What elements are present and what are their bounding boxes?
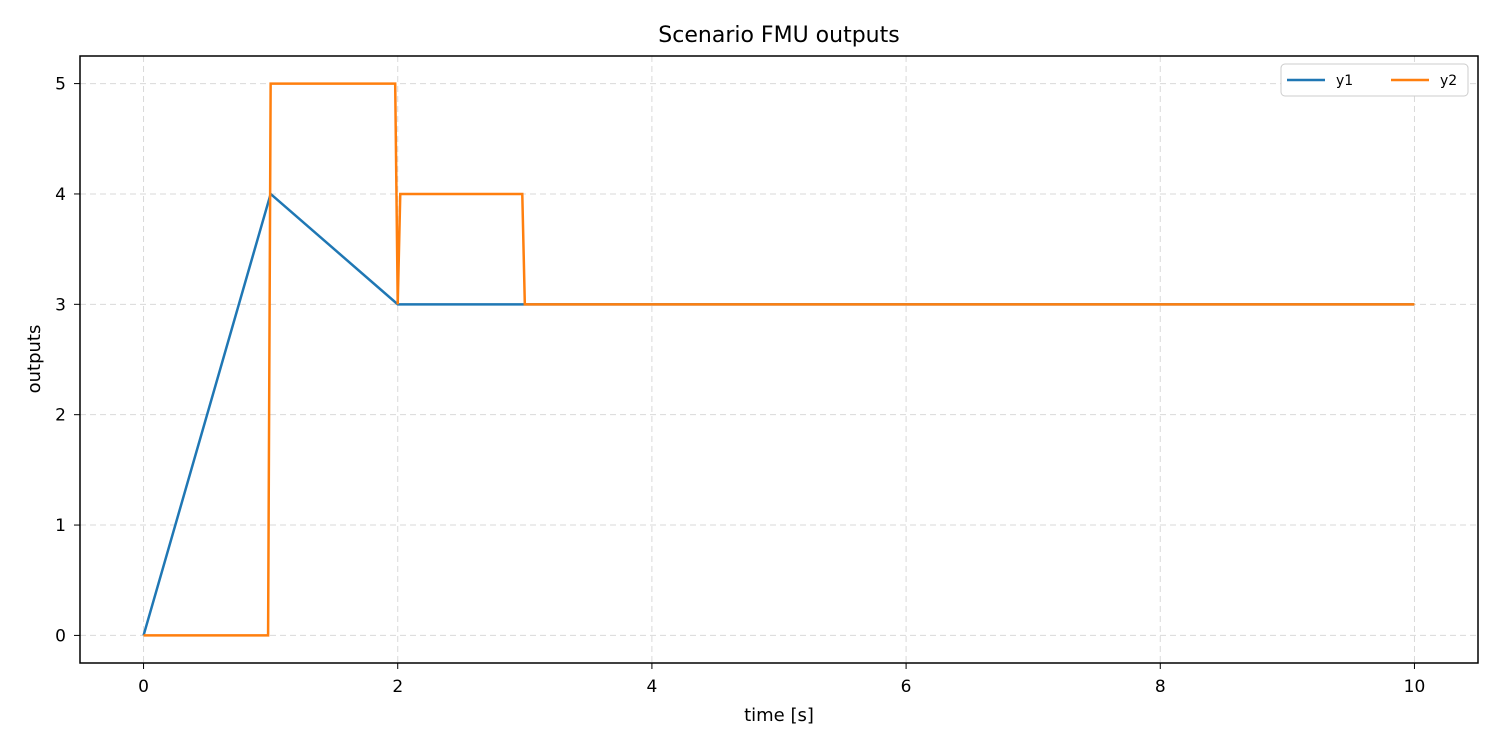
legend-box [1280, 63, 1469, 97]
chart-title: Scenario FMU outputs [658, 23, 899, 48]
x-axis-label: time [s] [744, 705, 814, 726]
legend: y1 y2 [1280, 63, 1469, 97]
y-tick-label: 2 [55, 406, 66, 426]
y-tick-label: 0 [55, 626, 66, 646]
y-axis-label: outputs [24, 325, 45, 394]
x-tick-label: 4 [646, 677, 657, 697]
x-tick-label: 6 [901, 677, 912, 697]
x-tick-label: 2 [392, 677, 403, 697]
series-layer [142, 82, 1415, 637]
y-tick-label: 1 [55, 516, 66, 536]
y-tick-label: 5 [55, 75, 66, 95]
x-tick-label: 8 [1155, 677, 1166, 697]
y-tick-label: 3 [55, 295, 66, 315]
legend-label-y2: y2 [1440, 73, 1457, 89]
series-line-y2 [143, 82, 1415, 637]
y-tick-label: 4 [55, 185, 66, 205]
plot-frame [79, 55, 1479, 664]
tick-layer: 0 2 4 6 8 10 0 1 2 3 4 5 [55, 75, 1425, 697]
x-tick-label: 0 [138, 677, 149, 697]
x-tick-label: 10 [1404, 677, 1426, 697]
legend-label-y1: y1 [1336, 73, 1353, 89]
